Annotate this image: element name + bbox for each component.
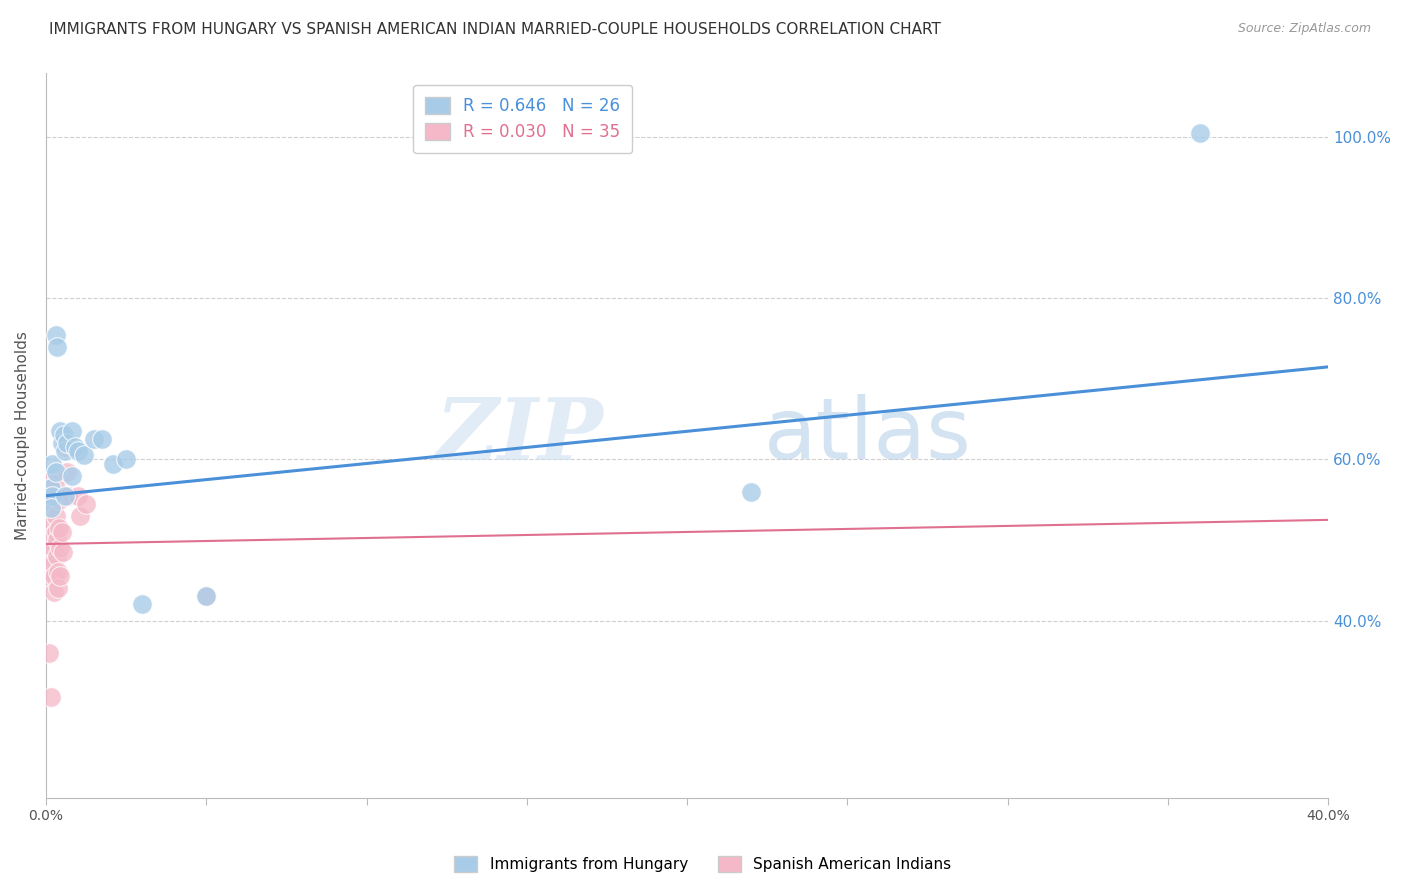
Point [41,489,63,503]
Point [39,500,62,515]
Point [60,468,83,483]
Point [42,585,65,599]
Text: Source: ZipAtlas.com: Source: ZipAtlas.com [1237,22,1371,36]
Point [38,557,60,571]
Point [75,497,97,511]
Point [46,565,69,579]
Point [53,441,76,455]
Point [63,441,86,455]
Text: atlas: atlas [763,394,972,477]
Point [66,489,89,503]
Point [51,436,73,450]
Y-axis label: Married-couple Households: Married-couple Households [15,331,30,540]
Point [46,340,69,354]
Text: IMMIGRANTS FROM HUNGARY VS SPANISH AMERICAN INDIAN MARRIED-COUPLE HOUSEHOLDS COR: IMMIGRANTS FROM HUNGARY VS SPANISH AMERI… [49,22,941,37]
Point [52,428,75,442]
Point [37,541,59,555]
Point [39,481,62,495]
Point [103,457,125,471]
Point [46,533,69,547]
Point [83,433,105,447]
Point [46,582,69,596]
Point [115,452,138,467]
Point [52,545,75,559]
Point [1188,127,1211,141]
Point [41,457,63,471]
Point [45,489,67,503]
Point [45,465,67,479]
Point [53,489,76,503]
Legend: Immigrants from Hungary, Spanish American Indians: Immigrants from Hungary, Spanish America… [447,848,959,880]
Point [42,569,65,583]
Point [131,598,153,612]
Point [60,425,83,439]
Point [48,521,70,535]
Point [38,646,60,660]
Point [49,541,72,555]
Point [44,476,66,491]
Point [41,529,63,543]
Point [49,425,72,439]
Point [48,492,70,507]
Point [56,436,79,450]
Point [41,484,63,499]
Point [195,590,218,604]
Point [45,508,67,523]
Point [195,590,218,604]
Point [41,516,63,531]
Point [39,473,62,487]
Text: ZIP: ZIP [436,393,603,477]
Point [91,433,114,447]
Point [66,444,89,458]
Point [46,549,69,563]
Legend: R = 0.646   N = 26, R = 0.030   N = 35: R = 0.646 N = 26, R = 0.030 N = 35 [413,85,633,153]
Point [39,690,62,704]
Point [58,489,80,503]
Point [49,569,72,583]
Point [42,541,65,555]
Point [41,497,63,511]
Point [42,557,65,571]
Point [56,465,79,479]
Point [69,508,91,523]
Point [38,569,60,583]
Point [740,484,762,499]
Point [53,444,76,458]
Point [45,524,67,539]
Point [73,449,96,463]
Point [45,327,67,342]
Point [51,524,73,539]
